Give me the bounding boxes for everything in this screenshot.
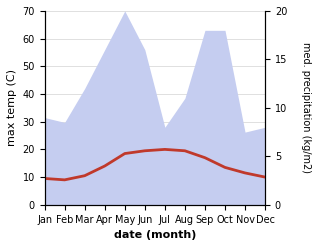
Y-axis label: med. precipitation (kg/m2): med. precipitation (kg/m2) <box>301 42 311 173</box>
Y-axis label: max temp (C): max temp (C) <box>7 69 17 146</box>
X-axis label: date (month): date (month) <box>114 230 196 240</box>
